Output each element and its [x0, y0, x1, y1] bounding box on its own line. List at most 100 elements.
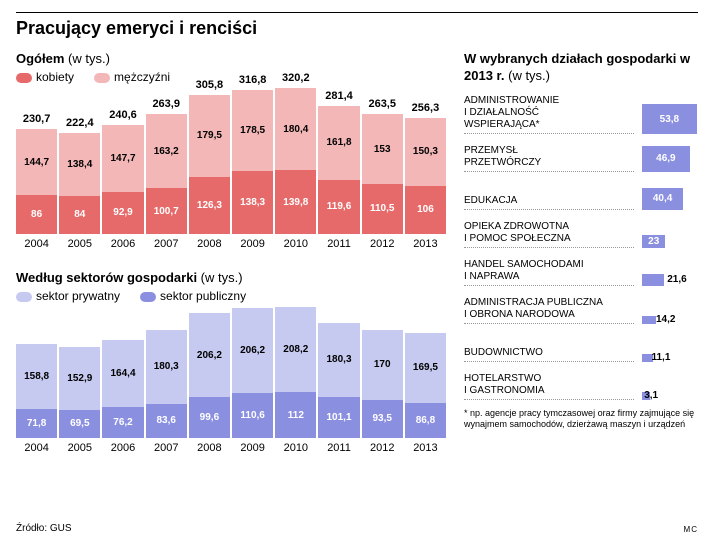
- legend-item: kobiety: [16, 70, 74, 84]
- bar-year-label: 2007: [154, 442, 178, 454]
- bar-segment: 71,8: [16, 409, 57, 438]
- sector-bar-wrap: 53,8: [642, 104, 698, 134]
- bar-segment: 206,2: [189, 313, 230, 397]
- bar-stack: 164,4 76,2: [102, 340, 143, 438]
- bar-segment: 126,3: [189, 177, 230, 234]
- bar-year-label: 2009: [240, 442, 264, 454]
- bar-segment-label: 164,4: [110, 368, 135, 379]
- bar-segment: 178,5: [232, 90, 273, 171]
- bar-segment-label: 138,3: [240, 197, 265, 208]
- sector-bar: 46,9: [642, 146, 690, 172]
- left-column: Ogółem (w tys.) kobietymężczyźni 230,714…: [16, 51, 446, 474]
- bar-year-label: 2011: [327, 238, 351, 250]
- bar-segment: 92,9: [102, 192, 143, 234]
- bar-stack: 281,4161,8119,6: [318, 106, 359, 234]
- bar-year-label: 2013: [413, 238, 437, 250]
- bar-segment: 144,7: [16, 129, 57, 195]
- credit: MC: [684, 525, 698, 534]
- sector-bar-wrap: 14,2: [642, 294, 698, 324]
- sector-row: PRZEMYSŁ PRZETWÓRCZY46,9: [464, 142, 698, 172]
- chart1-unit: (w tys.): [64, 51, 110, 66]
- bar-year-label: 2005: [68, 442, 92, 454]
- bar-segment-label: 144,7: [24, 157, 49, 168]
- bar-year-label: 2006: [111, 238, 135, 250]
- bar-segment: 169,5: [405, 333, 446, 402]
- bar-stack: 320,2180,4139,8: [275, 88, 316, 234]
- legend-swatch: [16, 292, 32, 302]
- bar-segment: 86,8: [405, 403, 446, 439]
- bar-stack: 17093,5: [362, 330, 403, 438]
- bar-segment-label: 83,6: [156, 415, 175, 426]
- chart2-bars: 158,871,82004152,969,52005164,476,220061…: [16, 309, 446, 454]
- bar-segment-label: 180,3: [327, 354, 352, 365]
- bar-year-label: 2009: [240, 238, 264, 250]
- sector-value-label: 46,9: [656, 153, 675, 164]
- bar-segment: 170: [362, 330, 403, 400]
- sector-bar-wrap: 3,1: [642, 370, 698, 400]
- bar-segment: 164,4: [102, 340, 143, 407]
- bar-segment-label: 180,3: [154, 361, 179, 372]
- bar-column: 208,2 112 2010: [275, 307, 316, 454]
- bar-segment-label: 76,2: [113, 417, 132, 428]
- sector-value-label: 14,2: [656, 314, 675, 325]
- bar-stack: 152,969,5: [59, 347, 100, 438]
- bar-column: 222,4138,4842005: [59, 133, 100, 250]
- chart1-legend: kobietymężczyźni: [16, 70, 446, 84]
- bar-total-label: 316,8: [232, 74, 273, 86]
- bar-year-label: 2008: [197, 238, 221, 250]
- bar-segment-label: 86,8: [416, 415, 435, 426]
- sector-bar-wrap: 21,6: [642, 256, 698, 286]
- bar-segment-label: 119,6: [327, 201, 351, 212]
- bar-segment: 180,3: [318, 323, 359, 397]
- legend-swatch: [94, 73, 110, 83]
- bar-segment: 163,2: [146, 114, 187, 188]
- sector-row: OPIEKA ZDROWOTNA I POMOC SPOŁECZNA23: [464, 218, 698, 248]
- bar-segment-label: 110,6: [240, 410, 264, 421]
- bar-segment: 101,1: [318, 397, 359, 438]
- page-title: Pracujący emeryci i renciści: [16, 18, 698, 39]
- legend-item: sektor prywatny: [16, 289, 120, 303]
- bar-year-label: 2011: [327, 442, 351, 454]
- bar-year-label: 2005: [68, 238, 92, 250]
- sector-value-label: 11,1: [651, 352, 670, 363]
- bar-segment-label: 163,2: [154, 146, 179, 157]
- bar-segment-label: 170: [374, 359, 391, 370]
- bar-segment-label: 139,8: [283, 197, 308, 208]
- bar-column: 263,5153110,52012: [362, 114, 403, 250]
- bar-segment: 150,3: [405, 118, 446, 186]
- chart1-title: Ogółem: [16, 51, 64, 66]
- bar-segment-label: 86: [31, 209, 42, 220]
- bar-segment: 208,2: [275, 307, 316, 392]
- sector-row: EDUKACJA40,4: [464, 180, 698, 210]
- bar-segment-label: 92,9: [113, 207, 132, 218]
- bar-segment-label: 110,5: [370, 203, 394, 214]
- bar-segment: 99,6: [189, 397, 230, 438]
- bar-year-label: 2010: [284, 442, 308, 454]
- bar-year-label: 2012: [370, 442, 394, 454]
- bar-segment-label: 71,8: [27, 418, 46, 429]
- bar-segment-label: 112: [288, 410, 304, 421]
- bar-segment: 138,4: [59, 133, 100, 196]
- sector-bar: 21,6: [642, 274, 664, 286]
- right-column: W wybranych działach gospodarki w 2013 r…: [464, 51, 698, 474]
- bar-stack: 158,871,8: [16, 344, 57, 438]
- right-title-text: W wybranych działach gospodarki w 2013 r…: [464, 51, 690, 83]
- bar-segment: 110,5: [362, 184, 403, 234]
- bar-total-label: 281,4: [318, 90, 359, 102]
- bar-column: 240,6147,792,92006: [102, 125, 143, 250]
- bar-segment: 83,6: [146, 404, 187, 438]
- bar-stack: 316,8178,5138,3: [232, 90, 273, 234]
- bar-total-label: 222,4: [59, 117, 100, 129]
- legend-label: sektor prywatny: [36, 289, 120, 303]
- chart2-legend: sektor prywatnysektor publiczny: [16, 289, 446, 303]
- bar-stack: 263,9163,2100,7: [146, 114, 187, 234]
- bar-segment: 86: [16, 195, 57, 234]
- bar-year-label: 2012: [370, 238, 394, 250]
- bar-column: 230,7144,7862004: [16, 129, 57, 250]
- bar-year-label: 2004: [24, 238, 48, 250]
- bar-segment: 152,9: [59, 347, 100, 410]
- bar-column: 206,2110,62009: [232, 308, 273, 454]
- bar-segment-label: 126,3: [197, 200, 222, 211]
- sector-bar-wrap: 11,1: [642, 332, 698, 362]
- bar-segment: 76,2: [102, 407, 143, 438]
